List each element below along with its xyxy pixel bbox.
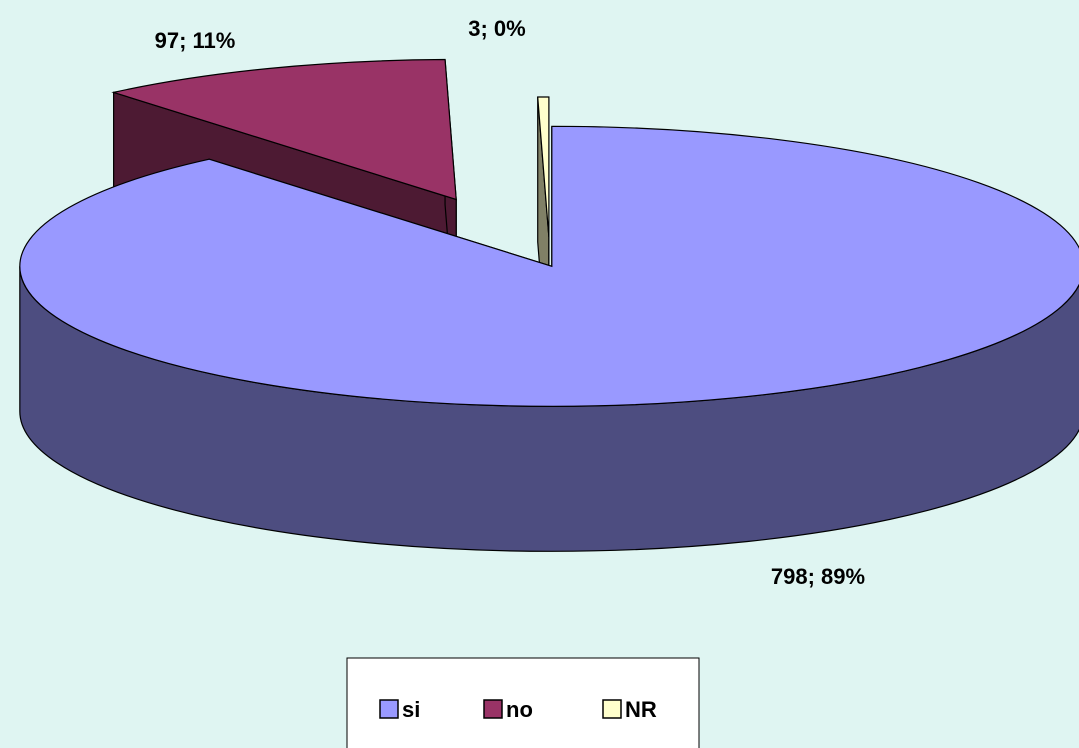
legend: si no NR	[379, 697, 657, 722]
legend-swatch	[602, 699, 622, 719]
legend-swatch	[483, 699, 503, 719]
slice	[111, 58, 457, 201]
slice	[537, 96, 550, 238]
legend-label: no	[506, 697, 533, 722]
legend-box	[346, 657, 700, 748]
data-labels: 798; 89% 97; 11% 3; 0%	[155, 16, 865, 589]
legend-label: si	[402, 697, 420, 722]
legend-swatch	[379, 699, 399, 719]
pie	[19, 58, 1079, 552]
slice	[19, 125, 1079, 407]
data-label: 3; 0%	[468, 16, 525, 41]
data-label: 97; 11%	[155, 28, 236, 53]
legend-label: NR	[625, 697, 657, 722]
data-label: 798; 89%	[771, 564, 865, 589]
